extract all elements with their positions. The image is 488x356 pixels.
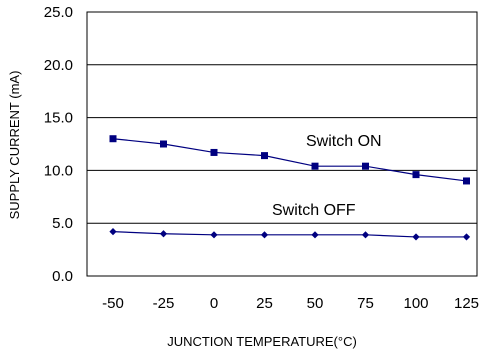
annotation-switch-off: Switch OFF bbox=[272, 202, 356, 219]
annotation-switch-off-bg bbox=[250, 196, 380, 222]
x-tick-label: 50 bbox=[307, 295, 324, 312]
data-point-switch-on bbox=[362, 162, 369, 170]
data-point-switch-on bbox=[109, 135, 117, 143]
y-tick-label: 10.0 bbox=[44, 162, 73, 179]
x-tick-label: 25 bbox=[256, 295, 273, 312]
x-tick-label: -50 bbox=[102, 295, 124, 312]
data-point-switch-off bbox=[462, 233, 471, 241]
x-tick-label: 100 bbox=[403, 295, 428, 312]
data-point-switch-off bbox=[109, 228, 117, 236]
data-point-switch-off bbox=[159, 230, 168, 238]
data-point-switch-off bbox=[260, 231, 269, 239]
data-point-switch-on bbox=[160, 140, 167, 148]
y-tick-labels: 0.0 5.0 10.0 15.0 20.0 25.0 bbox=[44, 4, 73, 285]
data-point-switch-on bbox=[412, 171, 420, 179]
x-tick-labels: -50 -25 0 25 50 75 100 125 bbox=[102, 295, 479, 312]
data-point-switch-off bbox=[311, 231, 319, 239]
y-tick-label: 25.0 bbox=[44, 4, 73, 21]
data-point-switch-on bbox=[311, 162, 319, 170]
data-point-switch-on bbox=[463, 177, 470, 185]
x-axis-title: JUNCTION TEMPERATURE(°C) bbox=[167, 334, 357, 349]
y-tick-label: 20.0 bbox=[44, 57, 73, 74]
data-series bbox=[109, 135, 471, 241]
y-axis-title: SUPPLY CURRENT (mA) bbox=[7, 71, 22, 220]
x-tick-label: 75 bbox=[357, 295, 374, 312]
data-point-switch-off bbox=[412, 233, 420, 241]
x-tick-label: 0 bbox=[210, 295, 218, 312]
data-point-switch-on bbox=[261, 152, 268, 160]
series-line-switch-off bbox=[112, 231, 467, 238]
series-line-switch-on bbox=[112, 138, 467, 182]
y-tick-label: 5.0 bbox=[52, 215, 73, 232]
x-tick-label: 125 bbox=[454, 295, 479, 312]
data-point-switch-off bbox=[210, 231, 218, 239]
data-point-switch-on bbox=[210, 148, 218, 156]
data-point-switch-off bbox=[361, 231, 370, 239]
plot-area bbox=[86, 11, 478, 277]
grid-lines bbox=[87, 64, 477, 224]
x-tick-label: -25 bbox=[153, 295, 175, 312]
annotation-switch-on: Switch ON bbox=[306, 133, 382, 150]
y-tick-label: 15.0 bbox=[44, 110, 73, 127]
y-tick-label: 0.0 bbox=[52, 268, 73, 285]
